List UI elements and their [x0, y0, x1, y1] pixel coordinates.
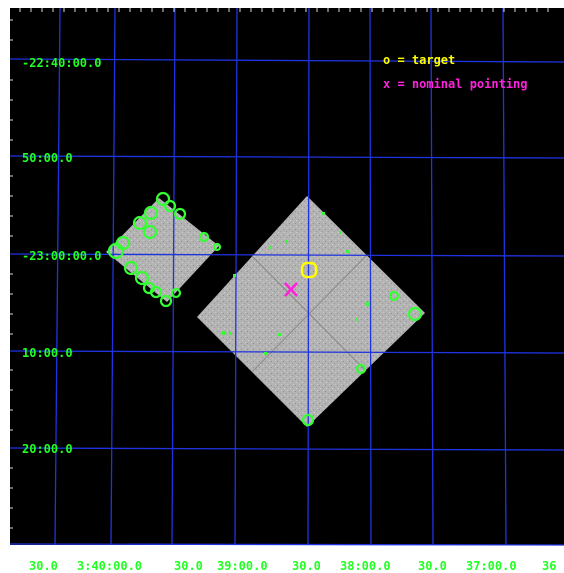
dec-label: -22:40:00.0 [22, 56, 101, 70]
dec-label: 50:00.0 [22, 151, 73, 165]
source-circle [301, 413, 315, 427]
nominal-pointing-marker [284, 282, 298, 297]
grid-dec-line [9, 543, 564, 546]
source-circle [134, 270, 150, 286]
source-dot [355, 318, 358, 321]
source-circle [142, 224, 158, 240]
grid-ra-line [54, 7, 61, 546]
source-dot [322, 212, 325, 215]
ra-axis-labels: 30.0 3:40:00.0 30.0 39:00.0 30.0 38:00.0… [29, 559, 556, 573]
ra-label: 38:00.0 [340, 559, 391, 573]
dec-label: 10:00.0 [22, 346, 73, 360]
source-dot [339, 231, 342, 234]
grid-ra-line [502, 7, 507, 546]
source-dot [285, 240, 288, 243]
ra-label: 30.0 [174, 559, 203, 573]
grid-dec-line [9, 155, 564, 159]
dec-label: -23:00:00.0 [22, 249, 101, 263]
source-circle [355, 363, 367, 375]
grid-ra-line [430, 7, 434, 546]
source-circle [149, 285, 163, 299]
source-circle [407, 306, 423, 322]
axis-ticks [10, 8, 549, 529]
grid-dec-line [9, 253, 564, 257]
grid-dec-line [9, 350, 564, 354]
source-dot [229, 332, 232, 335]
source-dot [346, 250, 349, 253]
source-circle [115, 235, 131, 251]
source-dot [366, 302, 370, 306]
ra-label: 37:00.0 [466, 559, 517, 573]
source-circle [170, 287, 182, 299]
source-circle [212, 242, 222, 252]
grid-dec-line [9, 447, 564, 451]
source-circle [173, 207, 187, 221]
ra-label: 30.0 [292, 559, 321, 573]
source-circle [163, 199, 177, 213]
source-dot [233, 274, 236, 277]
grid-ra-line [171, 7, 176, 546]
legend-target: o = target [383, 53, 455, 67]
grid-ra-line [369, 7, 372, 546]
ra-label: 30.0 [418, 559, 447, 573]
ra-label: 30.0 [29, 559, 58, 573]
dec-axis-labels: -22:40:00.0 50:00.0 -23:00:00.0 10:00.0 … [22, 56, 101, 456]
ra-label: 36 [542, 559, 556, 573]
source-circle [159, 294, 173, 308]
ra-label-separators [71, 565, 538, 567]
legend-pointing: x = nominal pointing [383, 77, 528, 91]
source-dot [222, 331, 226, 335]
ra-label: 3:40:00.0 [77, 559, 142, 573]
source-circle [155, 191, 171, 207]
dec-label: 20:00.0 [22, 442, 73, 456]
source-markers [107, 191, 423, 427]
source-dots [222, 212, 370, 355]
source-circle [123, 260, 139, 276]
source-circle [143, 205, 159, 221]
source-circle [388, 290, 400, 302]
target-marker [300, 261, 318, 279]
grid-ra-line [110, 7, 116, 546]
grid-dec-line [9, 58, 564, 63]
ra-label: 39:00.0 [217, 559, 268, 573]
source-dot [278, 333, 281, 336]
source-dot [269, 246, 272, 249]
source-circle [132, 215, 148, 231]
source-dot [264, 352, 267, 355]
source-circle [198, 231, 210, 243]
